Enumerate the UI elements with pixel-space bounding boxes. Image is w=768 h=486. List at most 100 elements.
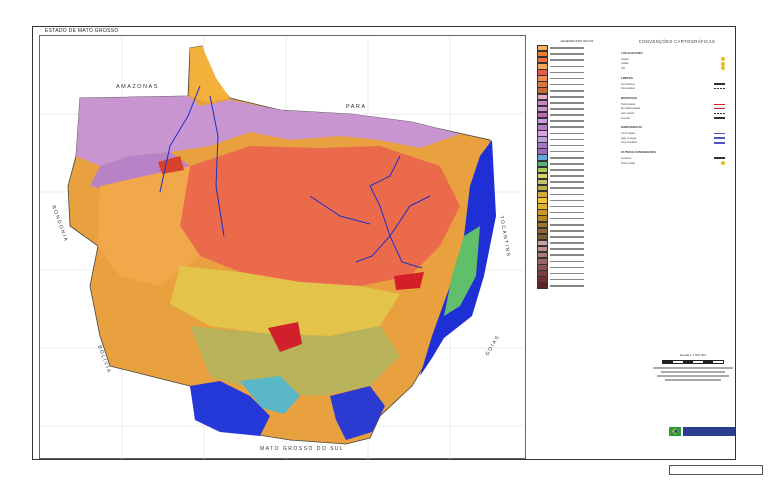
legend-item bbox=[537, 264, 617, 271]
conventions-row: Pavimentada bbox=[621, 102, 733, 107]
conventions-label: Em pavimentação bbox=[621, 107, 641, 111]
legend-swatch bbox=[537, 154, 548, 161]
legend-swatch bbox=[537, 87, 548, 94]
conventions-row: Em pavimentação bbox=[621, 107, 733, 112]
legend-swatch bbox=[537, 44, 548, 52]
legend-swatch bbox=[537, 172, 548, 180]
conventions-row: Área inundável bbox=[621, 141, 733, 146]
organization-logo bbox=[683, 427, 735, 436]
west-orange-region bbox=[98, 166, 200, 286]
legend-swatch bbox=[537, 184, 548, 192]
legend-label-line bbox=[550, 120, 584, 122]
legend-swatch bbox=[537, 233, 548, 241]
conventions-symbol-icon bbox=[714, 112, 725, 114]
conventions-label: Ferrovia bbox=[621, 116, 630, 120]
legend-label-line bbox=[550, 126, 584, 129]
legend-label-line bbox=[550, 144, 584, 147]
legend-item bbox=[537, 209, 617, 216]
conventions-symbol-icon bbox=[721, 61, 725, 66]
legend-item bbox=[537, 160, 617, 168]
legend-item bbox=[537, 258, 617, 265]
legend-label-line bbox=[550, 205, 584, 208]
legend-item bbox=[537, 111, 617, 119]
conventions-label: Vila bbox=[621, 66, 625, 70]
legend-swatch bbox=[537, 239, 548, 247]
legend-item bbox=[537, 184, 617, 192]
conventions-row: Capital bbox=[621, 57, 733, 62]
conventions-section-heading: LIMITES bbox=[621, 75, 633, 80]
conventions-row: Curso d'água bbox=[621, 131, 733, 136]
legend-label-line bbox=[550, 89, 584, 92]
logo-block bbox=[669, 427, 761, 449]
conventions-label: Curso d'água bbox=[621, 132, 636, 136]
legend-label-line bbox=[550, 217, 584, 220]
legend-label-line bbox=[550, 71, 584, 74]
conventions-row: Lago ou lagoa bbox=[621, 136, 733, 141]
legend-label-line bbox=[550, 47, 584, 49]
legend-swatch bbox=[537, 264, 548, 271]
brazil-flag-icon bbox=[669, 427, 681, 436]
legend-swatch bbox=[537, 215, 548, 222]
legend-item bbox=[537, 87, 617, 94]
map-frame: AMAZONAS PARA RONDONIA BOLIVIA TOCANTINS… bbox=[39, 35, 527, 460]
legend-swatch bbox=[537, 191, 548, 198]
legend-label-line bbox=[550, 59, 584, 62]
map-sheet: ESTADO DE MATO GROSSO bbox=[32, 26, 763, 475]
sheet-title: ESTADO DE MATO GROSSO bbox=[45, 28, 119, 34]
legend-label-line bbox=[550, 163, 584, 165]
legend-swatch bbox=[537, 203, 548, 210]
legend-swatch bbox=[537, 178, 548, 186]
legend-item bbox=[537, 56, 617, 64]
conventions-row: Leito natural bbox=[621, 111, 733, 116]
conventions-symbol-icon bbox=[721, 161, 725, 166]
scale-block: Escala 1:1 500 000 bbox=[645, 353, 741, 383]
legend-swatch bbox=[537, 276, 548, 283]
legend-item bbox=[537, 50, 617, 58]
legend-swatch bbox=[537, 111, 548, 119]
legend-items bbox=[537, 44, 617, 289]
legend-swatch bbox=[537, 227, 548, 235]
legend-item bbox=[537, 63, 617, 70]
conventions-label: Pavimentada bbox=[621, 102, 635, 106]
conventions-symbol-icon bbox=[714, 142, 725, 144]
legend-item bbox=[537, 221, 617, 229]
legend-swatch bbox=[537, 56, 548, 64]
legend-label-line bbox=[550, 169, 584, 171]
legend-item bbox=[537, 191, 617, 198]
legend-label-line bbox=[550, 260, 584, 263]
soil-legend: LEGENDA DOS SOLOS bbox=[537, 39, 617, 339]
legend-swatch bbox=[537, 117, 548, 125]
legend-swatch bbox=[537, 136, 548, 143]
conventions-symbol-icon bbox=[714, 108, 725, 110]
legend-swatch bbox=[537, 148, 548, 155]
red-patch bbox=[268, 322, 302, 352]
conventions-symbol-icon bbox=[714, 83, 725, 86]
legend-item bbox=[537, 245, 617, 253]
legend-swatch bbox=[537, 69, 548, 76]
conventions-sections: LOCALIDADES Capital Cidade Vila LIMITES Inter… bbox=[621, 51, 733, 166]
legend-item bbox=[537, 44, 617, 52]
conventions-label: Capital bbox=[621, 57, 629, 61]
label-para: PARA bbox=[346, 104, 367, 110]
conventions-section-heading: RODOVIAS bbox=[621, 95, 638, 100]
scale-bar bbox=[662, 360, 724, 364]
scale-label: Escala 1:1 500 000 bbox=[680, 353, 706, 357]
river-network bbox=[159, 85, 431, 269]
conventions-symbol-icon bbox=[721, 57, 725, 62]
conventions-symbol-icon bbox=[714, 103, 725, 105]
conventions-row: Aeroporto bbox=[621, 156, 733, 161]
south-olive-region bbox=[190, 326, 400, 396]
legend-label-line bbox=[550, 199, 584, 202]
conventions-label: Ponto cotado bbox=[621, 161, 636, 165]
legend-label-line bbox=[550, 114, 584, 116]
legend-item bbox=[537, 276, 617, 283]
conventions-row: Vila bbox=[621, 66, 733, 71]
legend-label-line bbox=[550, 272, 584, 275]
legend-item bbox=[537, 93, 617, 101]
legend-label-line bbox=[550, 96, 584, 98]
conventions-section-heading: LOCALIDADES bbox=[621, 51, 643, 55]
conventions-section-heading: HIDROGRAFIA bbox=[621, 125, 643, 130]
legend-item bbox=[537, 282, 617, 289]
central-red-region bbox=[180, 146, 460, 286]
legend-label-line bbox=[550, 138, 584, 141]
